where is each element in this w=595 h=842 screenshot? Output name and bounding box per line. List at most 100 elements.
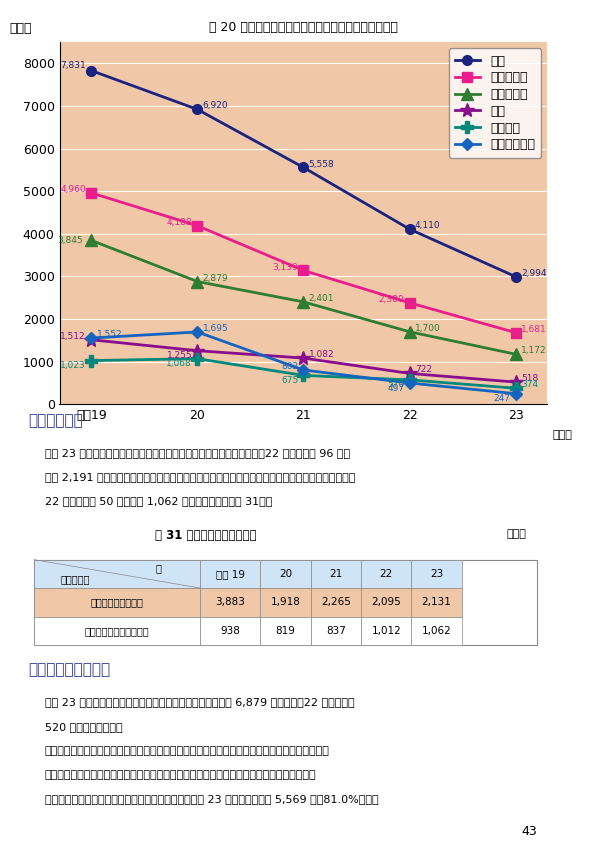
Y-axis label: （人）: （人） — [9, 22, 32, 35]
Text: 20: 20 — [279, 569, 292, 578]
Text: 22: 22 — [380, 569, 393, 578]
ベトナム — [512, 383, 519, 393]
中国 — [87, 66, 95, 76]
Text: 21: 21 — [329, 569, 343, 578]
Bar — [34, 560, 200, 588]
Text: 4,110: 4,110 — [415, 221, 440, 230]
韓国・朝鮮 — [87, 235, 95, 245]
インドネシア — [406, 378, 413, 388]
Text: 23: 23 — [430, 569, 443, 578]
Text: 3,139: 3,139 — [273, 263, 298, 272]
Text: 1,068: 1,068 — [167, 360, 192, 368]
インドネシア — [87, 333, 95, 343]
Text: 2,879: 2,879 — [203, 274, 228, 283]
Bar — [34, 588, 200, 616]
Text: 6,920: 6,920 — [203, 102, 228, 110]
Text: 平成 23 年に収容令書により収容されていた者が仮放免された件数は，22 年と比べて 96 件増: 平成 23 年に収容令書により収容されていた者が仮放免された件数は，22 年と比… — [45, 448, 350, 458]
Text: 3,883: 3,883 — [215, 597, 245, 607]
Bar — [34, 616, 200, 645]
Text: 収容令書によるもの: 収容令書によるもの — [90, 597, 143, 607]
Text: 722: 722 — [415, 365, 432, 375]
Text: 819: 819 — [275, 626, 296, 636]
Bar — [261, 616, 311, 645]
Bar — [411, 560, 462, 588]
Text: 1,695: 1,695 — [203, 324, 228, 333]
Text: 1,062: 1,062 — [422, 626, 452, 636]
タイ — [87, 335, 95, 345]
Text: 3,845: 3,845 — [57, 236, 83, 245]
タイ — [406, 368, 413, 378]
Text: 平成 19: 平成 19 — [216, 569, 245, 578]
Text: 表 31 仮放免許可件数の推移: 表 31 仮放免許可件数の推移 — [155, 529, 256, 542]
Text: 分関係を有し，また実態として，様々な国で我が国に生活の基盤を築いている状況にある。: 分関係を有し，また実態として，様々な国で我が国に生活の基盤を築いている状況にある… — [45, 770, 317, 780]
Text: （件）: （件） — [507, 529, 527, 539]
Text: 2,095: 2,095 — [371, 597, 401, 607]
Line: ベトナム: ベトナム — [86, 353, 521, 394]
中国 — [512, 272, 519, 282]
Text: 43: 43 — [522, 824, 537, 838]
Bar — [200, 588, 261, 616]
フィリピン — [512, 328, 519, 338]
Line: 韓国・朝鮮: 韓国・朝鮮 — [86, 235, 521, 360]
Bar — [261, 560, 311, 588]
Bar — [361, 560, 411, 588]
Bar — [411, 588, 462, 616]
Bar — [200, 616, 261, 645]
Bar — [311, 560, 361, 588]
Text: 1,512: 1,512 — [60, 332, 86, 341]
韓国・朝鮮 — [512, 349, 519, 360]
Text: 2,265: 2,265 — [321, 597, 351, 607]
Text: 518: 518 — [521, 374, 538, 383]
Text: （年）: （年） — [553, 429, 572, 440]
Bar — [34, 560, 537, 645]
Text: 938: 938 — [220, 626, 240, 636]
Text: 令書の種類: 令書の種類 — [61, 574, 90, 584]
Text: 1,681: 1,681 — [521, 325, 547, 333]
Text: 247: 247 — [493, 394, 511, 403]
Bar — [311, 616, 361, 645]
Bar — [200, 560, 261, 588]
Text: 7,831: 7,831 — [60, 61, 86, 70]
Text: 1,012: 1,012 — [371, 626, 401, 636]
Text: 1,023: 1,023 — [60, 361, 86, 370]
Bar — [261, 588, 311, 616]
Text: 1,082: 1,082 — [309, 350, 334, 360]
Text: 4,188: 4,188 — [167, 218, 192, 226]
Text: 374: 374 — [521, 381, 538, 389]
ベトナム — [300, 370, 307, 381]
Text: （３）仮放免: （３）仮放免 — [29, 413, 83, 428]
Bar — [361, 588, 411, 616]
Text: 平成 23 年に法務大臣が在留を特別に許可した外国人の数は 6,879 人であり，22 年と比べて: 平成 23 年に法務大臣が在留を特別に許可した外国人の数は 6,879 人であり… — [45, 697, 354, 707]
Text: 2,401: 2,401 — [309, 294, 334, 303]
Text: 加し 2,191 件となっている。また，退去強制令書により収容されていた者が仮放免された件数は，: 加し 2,191 件となっている。また，退去強制令書により収容されていた者が仮放… — [45, 472, 355, 482]
Text: 1,552: 1,552 — [96, 330, 122, 339]
Text: 第１部: 第１部 — [531, 14, 552, 24]
タイ — [512, 377, 519, 387]
Text: 2,131: 2,131 — [422, 597, 452, 607]
Text: 1,918: 1,918 — [271, 597, 300, 607]
Text: 837: 837 — [326, 626, 346, 636]
Text: 520 人増加している。: 520 人増加している。 — [45, 722, 122, 732]
フィリピン — [87, 188, 95, 198]
Bar — [411, 616, 462, 645]
Text: 1,255: 1,255 — [167, 351, 192, 360]
Line: フィリピン: フィリピン — [86, 188, 521, 338]
Text: 675: 675 — [281, 376, 298, 385]
ベトナム — [87, 355, 95, 365]
フィリピン — [300, 265, 307, 275]
Text: 570: 570 — [387, 381, 404, 390]
インドネシア — [300, 365, 307, 375]
中国 — [194, 104, 201, 115]
Bar — [311, 588, 361, 616]
タイ — [300, 353, 307, 363]
Line: タイ: タイ — [84, 333, 522, 389]
Title: 図 20 主な国籍（出身地）別退去強制令書の発付状況: 図 20 主な国籍（出身地）別退去強制令書の発付状況 — [209, 21, 398, 34]
Text: 1,700: 1,700 — [415, 324, 440, 333]
フィリピン — [406, 298, 413, 308]
韓国・朝鮮 — [406, 327, 413, 337]
中国 — [300, 163, 307, 173]
Line: インドネシア: インドネシア — [87, 328, 520, 397]
インドネシア — [512, 389, 519, 399]
韓国・朝鮮 — [300, 297, 307, 307]
タイ — [194, 346, 201, 356]
